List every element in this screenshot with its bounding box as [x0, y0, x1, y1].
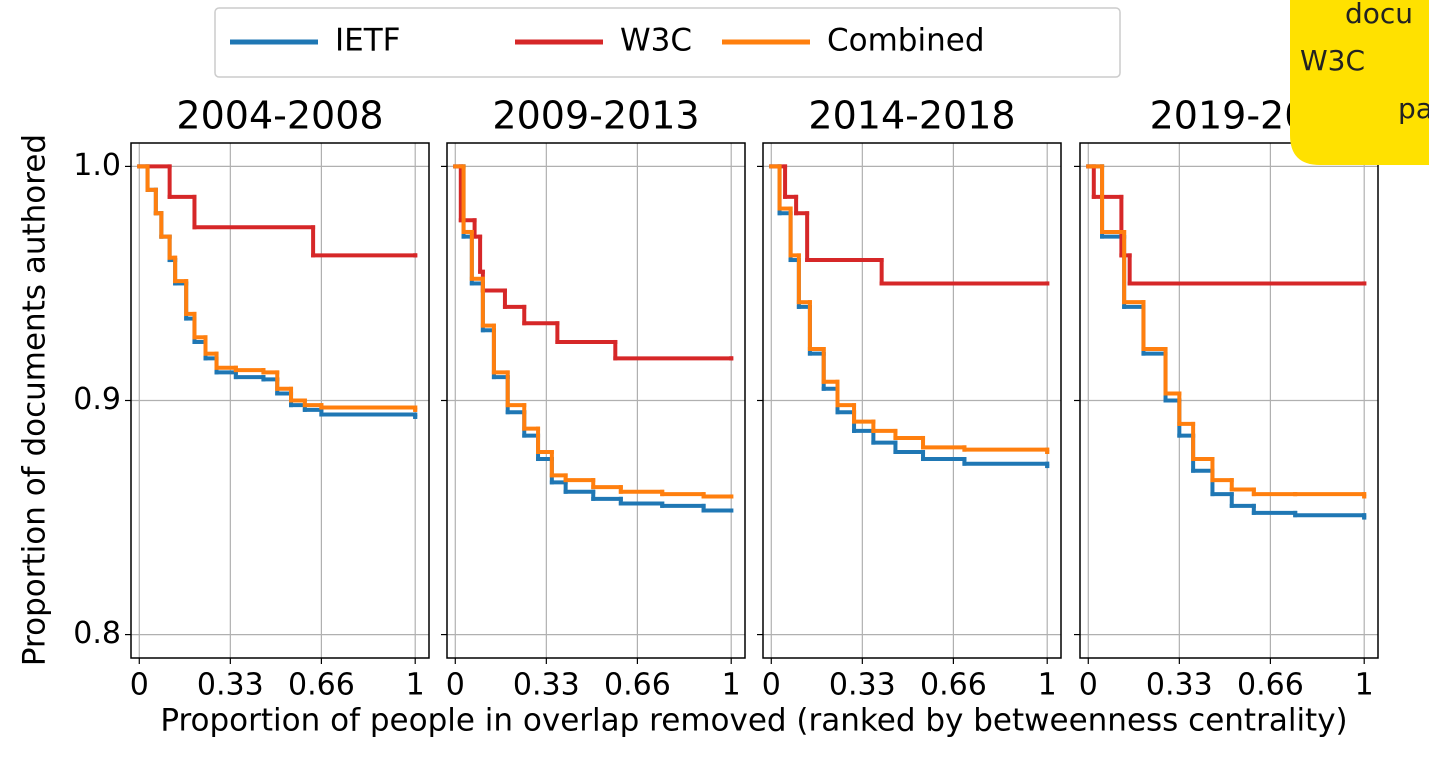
subplot-title: 2014-2018: [808, 94, 1015, 138]
plot-frame: [1079, 142, 1379, 659]
x-tick-label: 1: [1038, 668, 1057, 703]
callout-text: W3C: [1300, 44, 1365, 77]
x-tick-label: 0.33: [197, 668, 264, 703]
callout-box: [1290, 0, 1429, 165]
subplot: 2014-2018 0 0.33 0.66 1: [757, 94, 1062, 703]
x-tick-label: 0: [1079, 668, 1098, 703]
x-tick-label: 0.33: [1146, 668, 1213, 703]
y-tick-label: 0.9: [73, 382, 121, 417]
panels: 2004-2008 0.8 0.9 1.0 0 0.33 0.66 1 2009-2013 0 0.…: [73, 94, 1379, 703]
legend-label: W3C: [620, 23, 692, 59]
x-tick-label: 0: [130, 668, 149, 703]
legend: IETF W3C Combined: [230, 23, 985, 59]
callout-text: pa: [1398, 92, 1429, 125]
legend-label: Combined: [827, 23, 985, 59]
y-axis-label: Proportion of documents authored: [17, 134, 53, 666]
callout-text: docu: [1345, 0, 1413, 30]
subplot: 2004-2008 0.8 0.9 1.0 0 0.33 0.66 1: [73, 94, 430, 703]
subplot-title: 2009-2013: [492, 94, 699, 138]
subplot: 2019-20 0 0.33 0.66 1: [1074, 94, 1379, 703]
x-tick-label: 0: [762, 668, 781, 703]
plot-frame: [762, 142, 1062, 659]
plot-frame: [446, 142, 746, 659]
y-tick-label: 0.8: [73, 616, 121, 651]
x-axis-label: Proportion of people in overlap removed …: [160, 703, 1347, 739]
x-tick-label: 1: [406, 668, 425, 703]
x-tick-label: 0.66: [288, 668, 355, 703]
x-tick-label: 1: [722, 668, 741, 703]
x-tick-label: 0: [446, 668, 465, 703]
x-tick-label: 0.33: [829, 668, 896, 703]
legend-label: IETF: [335, 23, 401, 59]
plot-frame: [130, 142, 430, 659]
x-tick-label: 0.66: [604, 668, 671, 703]
x-tick-label: 0.66: [1237, 668, 1304, 703]
legend-box: [214, 7, 1121, 78]
subplot-title: 2019-20: [1150, 94, 1309, 138]
x-tick-label: 0.66: [920, 668, 987, 703]
subplot: 2009-2013 0 0.33 0.66 1: [441, 94, 746, 703]
y-tick-label: 1.0: [73, 148, 121, 183]
x-tick-label: 1: [1355, 668, 1374, 703]
x-tick-label: 0.33: [513, 668, 580, 703]
subplot-title: 2004-2008: [176, 94, 383, 138]
